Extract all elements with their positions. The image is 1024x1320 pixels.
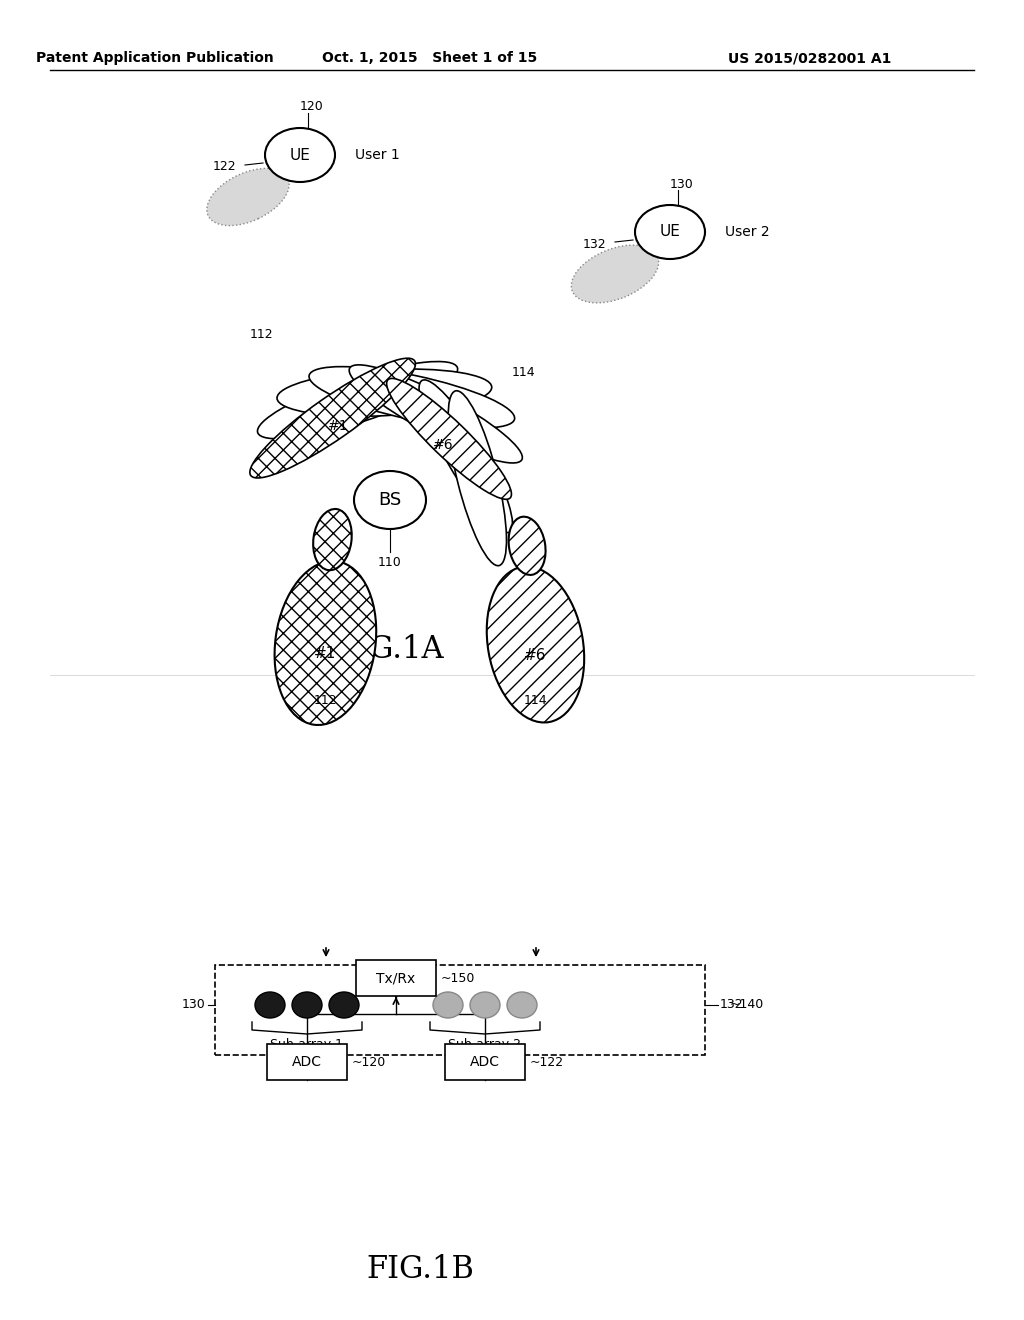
- Ellipse shape: [387, 379, 511, 499]
- Ellipse shape: [313, 510, 352, 570]
- Ellipse shape: [507, 993, 537, 1018]
- Ellipse shape: [470, 993, 500, 1018]
- Text: 130: 130: [181, 998, 205, 1011]
- Ellipse shape: [635, 205, 705, 259]
- Text: #6: #6: [524, 648, 547, 663]
- Text: ADC: ADC: [470, 1055, 500, 1069]
- Text: 112: 112: [313, 693, 337, 706]
- Ellipse shape: [329, 993, 359, 1018]
- Ellipse shape: [354, 471, 426, 529]
- Text: FIG.1A: FIG.1A: [336, 635, 443, 665]
- Text: 130: 130: [670, 177, 694, 190]
- Ellipse shape: [250, 358, 416, 478]
- Text: FIG.1B: FIG.1B: [366, 1254, 474, 1286]
- Text: US 2015/0282001 A1: US 2015/0282001 A1: [728, 51, 892, 65]
- Text: 114: 114: [523, 693, 547, 706]
- Text: 110: 110: [378, 556, 401, 569]
- Text: ~150: ~150: [441, 972, 475, 985]
- Ellipse shape: [255, 993, 285, 1018]
- Bar: [356, 960, 436, 997]
- Ellipse shape: [278, 370, 492, 416]
- Ellipse shape: [265, 128, 335, 182]
- Ellipse shape: [274, 561, 376, 725]
- Bar: [267, 1044, 347, 1080]
- Text: 120: 120: [300, 100, 324, 114]
- Ellipse shape: [257, 362, 458, 438]
- Bar: [445, 1044, 525, 1080]
- Ellipse shape: [207, 169, 289, 226]
- Text: ADC: ADC: [292, 1055, 322, 1069]
- Text: ~140: ~140: [730, 998, 764, 1011]
- Text: User 2: User 2: [725, 224, 770, 239]
- Text: 114: 114: [511, 367, 535, 379]
- Text: 122: 122: [212, 161, 236, 173]
- Text: 112: 112: [249, 327, 272, 341]
- Text: #1: #1: [328, 420, 349, 433]
- Text: Tx/Rx: Tx/Rx: [377, 972, 416, 985]
- Text: 132: 132: [583, 238, 606, 251]
- Ellipse shape: [349, 364, 522, 463]
- Ellipse shape: [571, 246, 658, 302]
- Text: Oct. 1, 2015   Sheet 1 of 15: Oct. 1, 2015 Sheet 1 of 15: [323, 51, 538, 65]
- Text: Sub-array 2: Sub-array 2: [449, 1038, 521, 1051]
- Text: UE: UE: [290, 148, 310, 162]
- Ellipse shape: [419, 380, 513, 533]
- Ellipse shape: [509, 516, 546, 576]
- Text: BS: BS: [379, 491, 401, 510]
- Text: ~122: ~122: [530, 1056, 564, 1068]
- Text: #1: #1: [314, 647, 337, 661]
- Text: Sub-array 1: Sub-array 1: [270, 1038, 343, 1051]
- Text: UE: UE: [659, 224, 680, 239]
- Ellipse shape: [292, 993, 322, 1018]
- Ellipse shape: [433, 993, 463, 1018]
- Ellipse shape: [309, 367, 515, 428]
- Ellipse shape: [486, 566, 585, 722]
- Text: #6: #6: [433, 438, 454, 451]
- Text: ~120: ~120: [352, 1056, 386, 1068]
- Ellipse shape: [449, 391, 507, 566]
- Text: User 1: User 1: [355, 148, 399, 162]
- Bar: [215, 965, 705, 1055]
- Text: 132: 132: [720, 998, 743, 1011]
- Text: Patent Application Publication: Patent Application Publication: [36, 51, 273, 65]
